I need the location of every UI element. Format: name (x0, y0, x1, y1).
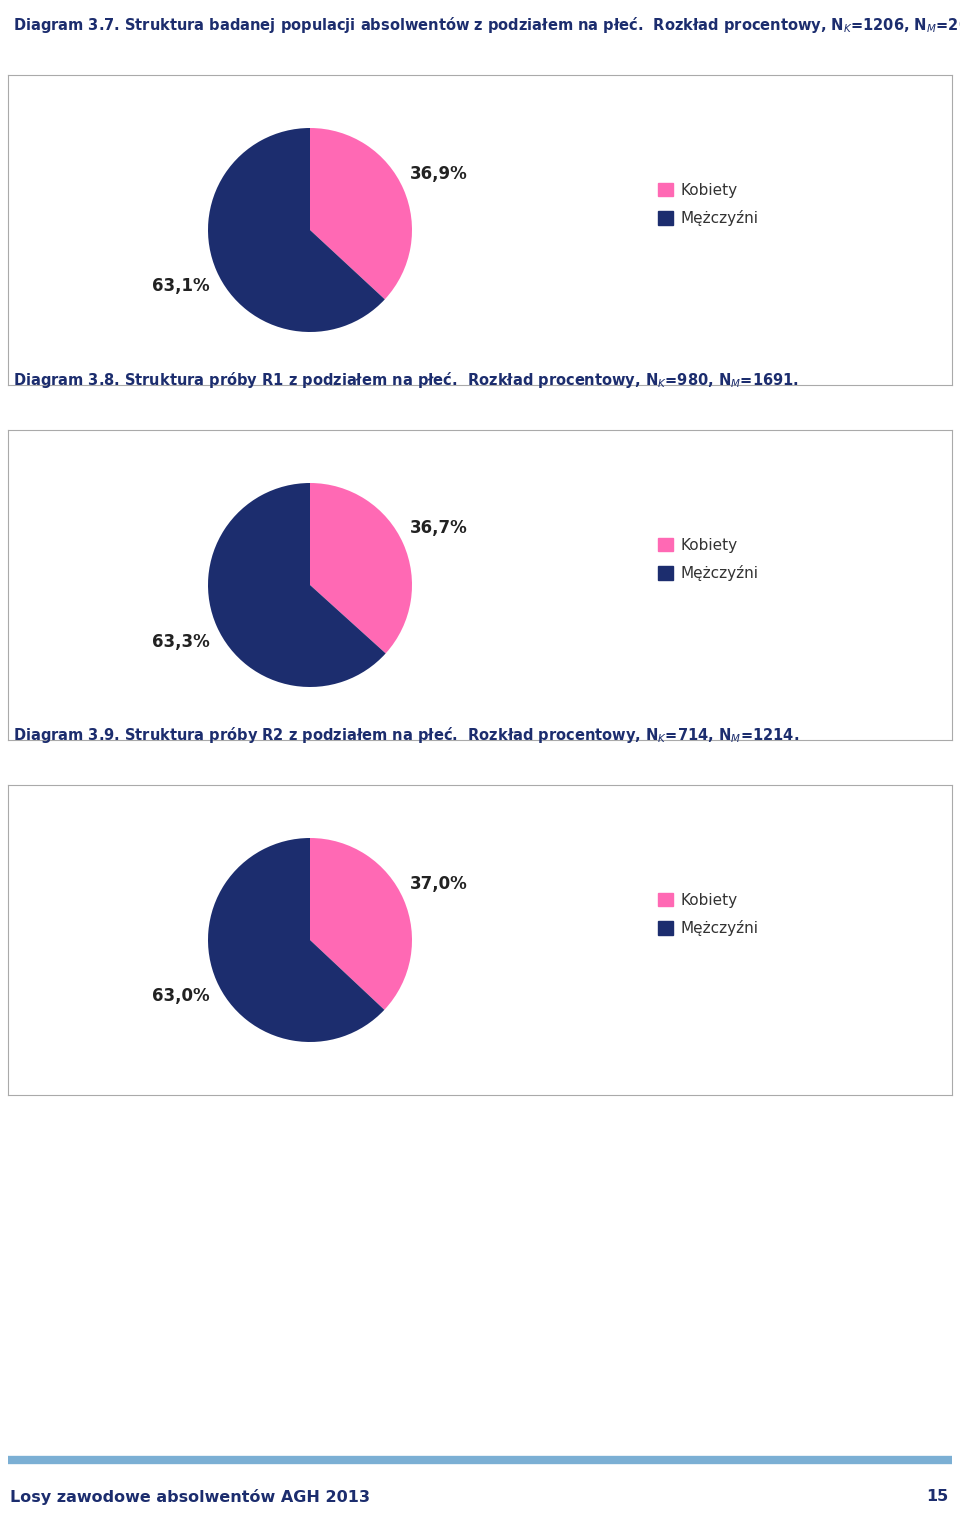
Text: 36,9%: 36,9% (410, 165, 468, 183)
Wedge shape (310, 127, 412, 299)
Legend: Kobiety, Mężczyźni: Kobiety, Mężczyźni (658, 893, 758, 935)
Text: Diagram 3.9. Struktura próby R2 z podziałem na płeć.  Rozkład procentowy, N$_K$=: Diagram 3.9. Struktura próby R2 z podzia… (12, 725, 799, 744)
Text: 36,7%: 36,7% (410, 518, 468, 537)
Wedge shape (208, 127, 385, 332)
Text: 37,0%: 37,0% (410, 875, 468, 893)
Legend: Kobiety, Mężczyźni: Kobiety, Mężczyźni (658, 182, 758, 226)
Wedge shape (208, 484, 386, 687)
Text: Losy zawodowe absolwentów AGH 2013: Losy zawodowe absolwentów AGH 2013 (10, 1489, 370, 1505)
Text: Diagram 3.7. Struktura badanej populacji absolwentów z podziałem na płeć.  Rozkł: Diagram 3.7. Struktura badanej populacji… (12, 15, 960, 35)
Text: 63,1%: 63,1% (153, 277, 210, 296)
Text: 15: 15 (926, 1489, 948, 1504)
Wedge shape (208, 838, 384, 1041)
Wedge shape (310, 838, 412, 1010)
Wedge shape (310, 484, 412, 653)
Text: 63,3%: 63,3% (153, 634, 210, 650)
Text: Diagram 3.8. Struktura próby R1 z podziałem na płeć.  Rozkład procentowy, N$_K$=: Diagram 3.8. Struktura próby R1 z podzia… (12, 370, 799, 390)
Text: 63,0%: 63,0% (152, 987, 209, 1005)
Legend: Kobiety, Mężczyźni: Kobiety, Mężczyźni (658, 538, 758, 581)
